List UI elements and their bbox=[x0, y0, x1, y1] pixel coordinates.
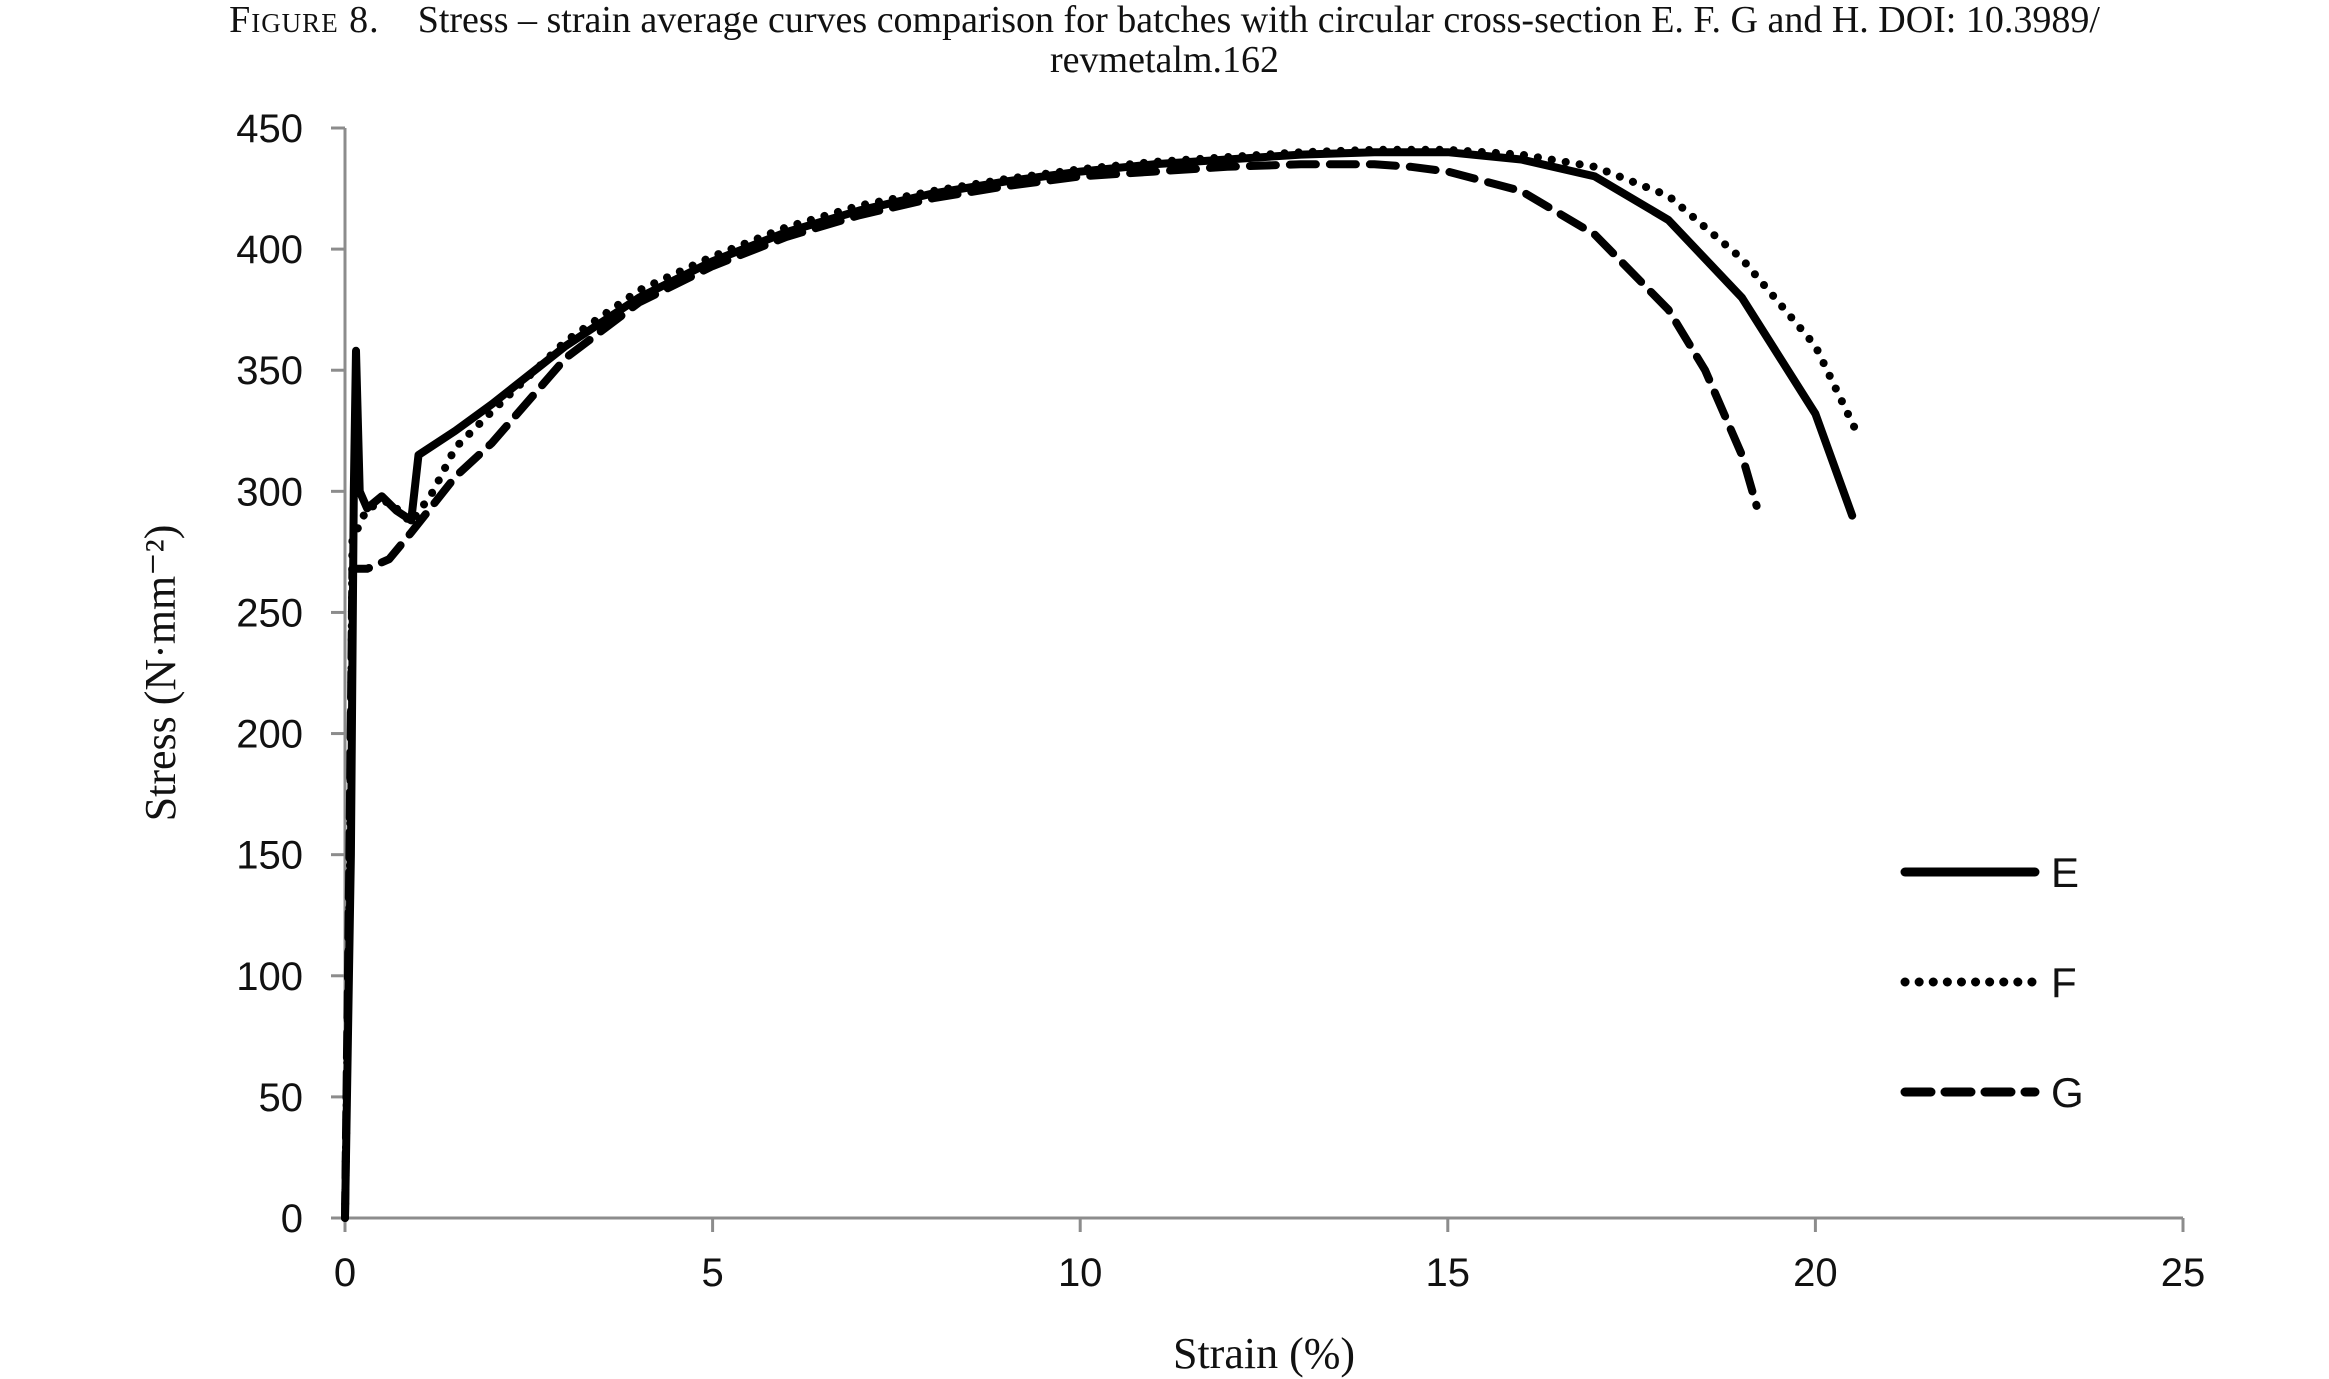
legend-label-G: G bbox=[2051, 1069, 2084, 1116]
y-axis-title: Stress (N·mm⁻²) bbox=[136, 525, 185, 822]
y-tick-label: 250 bbox=[236, 591, 303, 635]
axes-group: 0 50 100 150 200 250 300 350 400 450 0 5 10 15 20 25 bbox=[236, 107, 2205, 1295]
y-tick-label: 200 bbox=[236, 713, 303, 757]
y-tick-label: 300 bbox=[236, 470, 303, 514]
series-F-line bbox=[341, 145, 1864, 1222]
series-E-line bbox=[341, 148, 1857, 1222]
x-tick-label: 0 bbox=[334, 1251, 356, 1295]
x-tick-label: 20 bbox=[1793, 1251, 1838, 1295]
y-tick-label: 150 bbox=[236, 834, 303, 878]
x-tick-label: 10 bbox=[1058, 1251, 1103, 1295]
caption-line-1: Figure 8. Stress – strain average curves… bbox=[0, 0, 2329, 40]
caption-line-2: revmetalm.162 bbox=[1050, 39, 1279, 81]
x-tick-label: 5 bbox=[701, 1251, 723, 1295]
y-tick-label: 450 bbox=[236, 107, 303, 151]
x-tick-label: 25 bbox=[2161, 1251, 2206, 1295]
series-group bbox=[341, 145, 1864, 1222]
series-G-line bbox=[341, 160, 1761, 1222]
y-tick-label: 100 bbox=[236, 955, 303, 999]
x-tick-label: 15 bbox=[1426, 1251, 1471, 1295]
figure-caption: Figure 8. Stress – strain average curves… bbox=[0, 0, 2329, 80]
caption-text: Stress – strain average curves compariso… bbox=[417, 0, 2100, 41]
legend: E F G bbox=[1900, 849, 2084, 1116]
y-tick-label: 400 bbox=[236, 228, 303, 272]
x-axis-title: Strain (%) bbox=[1173, 1329, 1355, 1378]
y-tick-label: 350 bbox=[236, 349, 303, 393]
legend-label-F: F bbox=[2051, 959, 2077, 1006]
y-tick-label: 50 bbox=[259, 1076, 304, 1120]
legend-label-E: E bbox=[2051, 849, 2079, 896]
figure-label: Figure 8. bbox=[229, 0, 380, 41]
y-tick-label: 0 bbox=[281, 1197, 303, 1241]
